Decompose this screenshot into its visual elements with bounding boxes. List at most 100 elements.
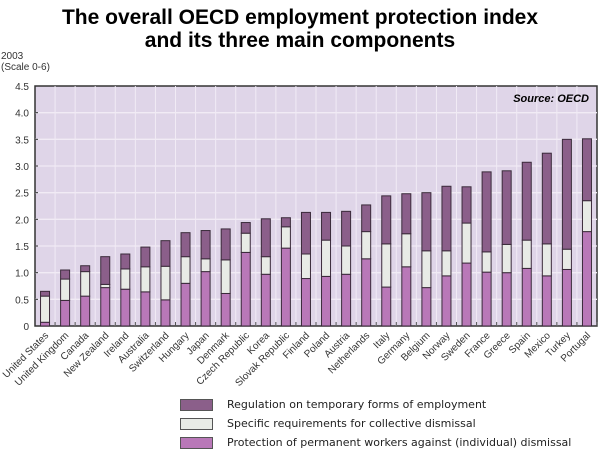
- bar-segment-permanent: [40, 321, 51, 327]
- source-annotation: Source: OECD: [513, 93, 589, 105]
- bar-stack: [300, 211, 317, 327]
- legend-label-permanent: Protection of permanent workers against …: [227, 436, 572, 449]
- bar-segment-permanent: [120, 288, 131, 327]
- bar-stack: [60, 269, 76, 327]
- bar-segment-collective: [541, 243, 552, 277]
- bar-stack: [200, 230, 217, 327]
- bar-segment-temporary: [220, 228, 231, 261]
- bar-segment-permanent: [581, 231, 592, 327]
- y-axis-label-year: 2003: [1, 51, 24, 62]
- bar-segment-collective: [581, 200, 592, 233]
- bars: [40, 138, 598, 327]
- bar-stack: [80, 265, 96, 327]
- bar-segment-temporary: [140, 246, 151, 268]
- y-tick-label: 0: [23, 322, 29, 333]
- bar-segment-permanent: [561, 268, 572, 327]
- y-tick-label: 2.5: [15, 189, 29, 200]
- bar-segment-permanent: [200, 271, 211, 327]
- bar-stack: [180, 232, 197, 327]
- legend-item-temporary: Regulation on temporary forms of employm…: [180, 395, 571, 414]
- bar-segment-temporary: [401, 193, 412, 235]
- bar-segment-collective: [461, 222, 472, 264]
- bar-segment-collective: [421, 250, 432, 289]
- bar-stack: [140, 246, 156, 327]
- chart-title-line-1: The overall OECD employment protection i…: [61, 6, 539, 29]
- bar-stack: [541, 152, 558, 327]
- bar-segment-permanent: [461, 262, 472, 327]
- bar-stack: [361, 204, 377, 327]
- bar-stack: [481, 171, 498, 327]
- chart-title: The overall OECD employment protection i…: [0, 6, 600, 52]
- bar-segment-temporary: [541, 152, 552, 245]
- bar-segment-collective: [220, 259, 231, 294]
- bar-stack: [561, 138, 578, 327]
- bar-segment-collective: [361, 231, 372, 260]
- bar-segment-temporary: [280, 217, 291, 228]
- bar-segment-permanent: [421, 287, 432, 327]
- bar-segment-temporary: [321, 211, 332, 241]
- bar-segment-collective: [80, 271, 91, 297]
- bar-segment-collective: [481, 251, 492, 273]
- bar-stack: [40, 290, 56, 327]
- bar-segment-permanent: [541, 275, 552, 327]
- bar-stack: [100, 256, 116, 327]
- legend-swatch-permanent: [180, 436, 213, 449]
- bar-segment-collective: [401, 233, 412, 268]
- bar-segment-permanent: [80, 295, 91, 327]
- bar-segment-temporary: [561, 138, 572, 250]
- bar-segment-permanent: [501, 272, 512, 327]
- y-axis-label: 2003 (Scale 0-6): [1, 51, 50, 73]
- bar-segment-temporary: [481, 171, 492, 253]
- bar-stack: [381, 195, 397, 327]
- bar-segment-permanent: [361, 258, 372, 327]
- bar-segment-collective: [381, 243, 392, 288]
- bar-segment-collective: [321, 239, 332, 277]
- bar-stack: [581, 138, 598, 327]
- legend-item-permanent: Protection of permanent workers against …: [180, 433, 571, 452]
- bar-segment-collective: [280, 226, 291, 249]
- bar-segment-permanent: [220, 292, 231, 327]
- bar-segment-collective: [521, 239, 532, 269]
- bar-segment-permanent: [280, 247, 291, 327]
- bar-segment-permanent: [240, 251, 251, 327]
- bar-segment-temporary: [40, 290, 51, 297]
- bar-stack: [501, 170, 518, 327]
- bar-segment-collective: [501, 243, 512, 274]
- bar-stack: [401, 193, 417, 327]
- bar-segment-collective: [60, 278, 71, 301]
- bar-segment-temporary: [581, 138, 592, 202]
- bar-segment-temporary: [240, 222, 251, 234]
- y-tick-label: 2.0: [15, 215, 29, 226]
- bar-segment-collective: [140, 266, 151, 293]
- bar-segment-temporary: [461, 186, 472, 224]
- y-axis-label-scale: (Scale 0-6): [1, 62, 50, 73]
- bar-segment-collective: [160, 265, 171, 301]
- bar-segment-collective: [341, 245, 352, 275]
- bar-stack: [240, 222, 257, 327]
- bar-segment-temporary: [260, 218, 271, 258]
- bar-segment-temporary: [381, 195, 392, 245]
- bar-segment-permanent: [260, 273, 271, 327]
- legend-swatch-collective: [180, 417, 213, 430]
- bar-segment-permanent: [521, 267, 532, 327]
- bar-segment-collective: [561, 248, 572, 270]
- bar-segment-collective: [40, 295, 51, 323]
- bar-segment-temporary: [521, 161, 532, 241]
- bar-stack: [341, 210, 357, 327]
- bar-segment-permanent: [341, 273, 352, 327]
- bar-segment-collective: [200, 258, 211, 273]
- bar-segment-temporary: [80, 265, 91, 273]
- legend-swatch-temporary: [180, 398, 213, 411]
- bar-segment-collective: [120, 268, 131, 290]
- bar-segment-collective: [441, 250, 452, 277]
- bar-segment-temporary: [361, 204, 372, 233]
- bar-segment-temporary: [501, 170, 512, 245]
- y-tick-label: 4.5: [15, 82, 29, 93]
- bar-stack: [160, 240, 176, 327]
- legend-item-collective: Specific requirements for collective dis…: [180, 414, 571, 433]
- bar-segment-collective: [240, 232, 251, 253]
- bar-segment-permanent: [401, 266, 412, 327]
- bar-segment-permanent: [321, 275, 332, 327]
- bar-stack: [260, 218, 277, 327]
